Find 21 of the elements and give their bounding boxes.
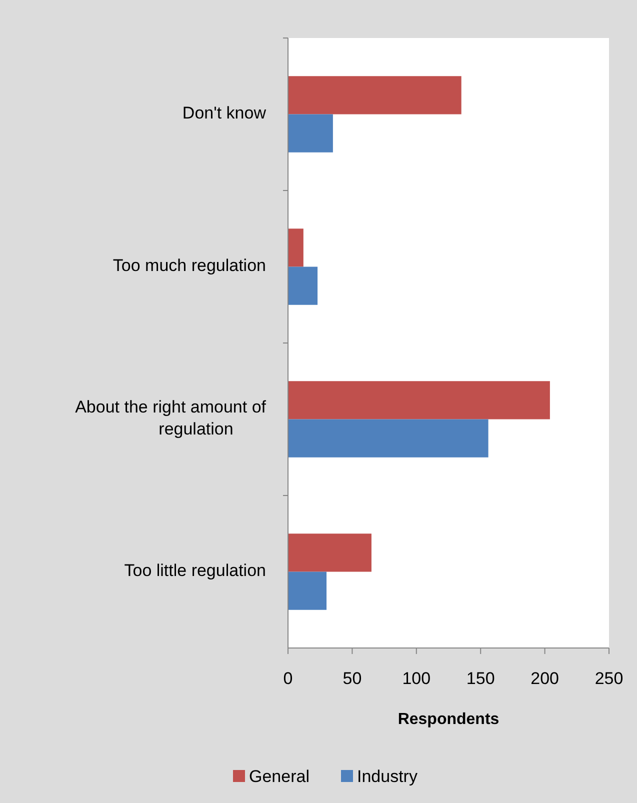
bar [288, 572, 327, 610]
bar [288, 534, 372, 572]
x-axis-title: Respondents [398, 711, 500, 728]
bar [288, 266, 318, 305]
x-tick-label: 150 [466, 669, 495, 688]
legend-label: Industry [357, 767, 418, 786]
x-tick-label: 250 [594, 669, 624, 688]
y-tick-label: Too much regulation [112, 256, 266, 276]
x-tick-label: 200 [530, 669, 559, 688]
x-tick-label: 100 [402, 669, 431, 688]
legend-label: General [249, 767, 310, 786]
bar [288, 419, 488, 458]
bar [288, 228, 304, 267]
y-tick-label: Don't know [182, 104, 267, 123]
y-tick-label: Too little regulation [124, 561, 266, 580]
x-tick-label: 50 [342, 669, 362, 688]
bar [288, 381, 550, 420]
y-tick-label: About the right amount of regulation [75, 398, 266, 439]
x-tick-label: 0 [283, 669, 293, 688]
bar [288, 76, 462, 114]
bar [288, 114, 333, 152]
